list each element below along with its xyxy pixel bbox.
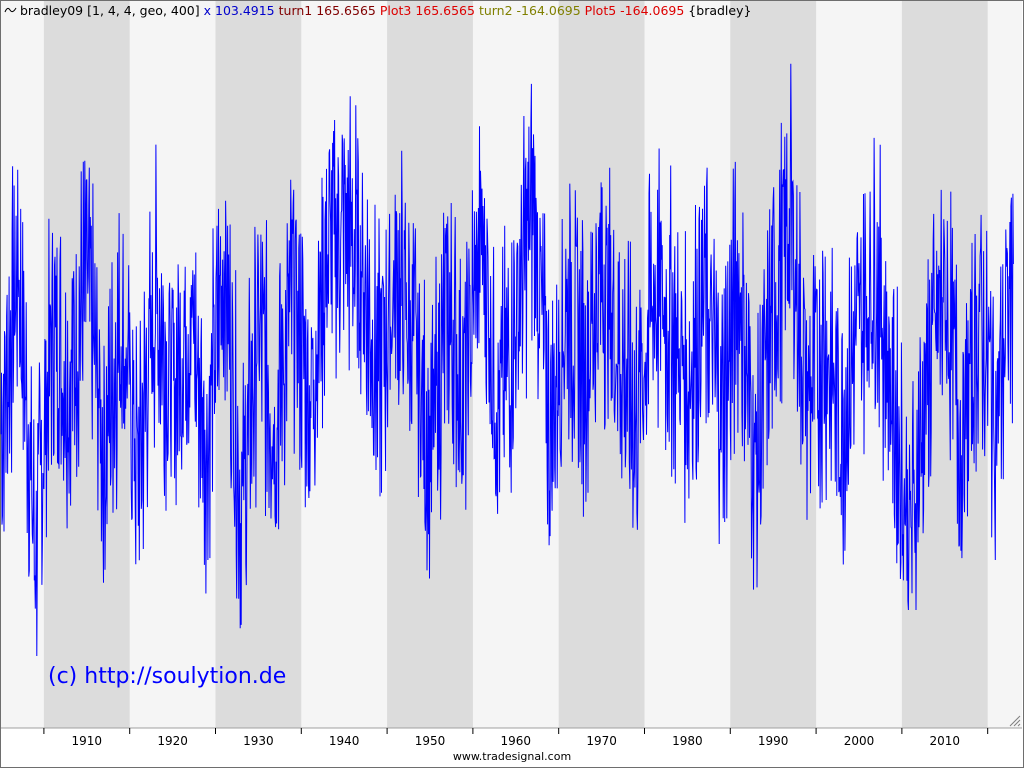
copyright-watermark: (c) http://soulytion.de [48, 664, 287, 689]
legend-item: Plot3 165.6565 [375, 3, 475, 18]
x-tick-label: 1980 [672, 734, 703, 748]
x-tick-label: 2000 [844, 734, 875, 748]
x-tick-label: 1920 [157, 734, 188, 748]
indicator-legend: bradley09 [1, 4, 4, geo, 400] x 103.4915… [4, 3, 751, 19]
legend-item: x 103.4915 [199, 3, 275, 18]
series-line-bradley [0, 63, 1014, 657]
x-tick-label: 1950 [415, 734, 446, 748]
x-tick-label: 2010 [930, 734, 961, 748]
footer-brand: www.tradesignal.com [452, 750, 572, 763]
x-tick-label: 1970 [586, 734, 617, 748]
resize-grip-icon[interactable] [1009, 715, 1021, 727]
x-tick-label: 1910 [72, 734, 103, 748]
legend-item: turn1 165.6565 [274, 3, 376, 18]
legend-item: bradley09 [1, 4, 4, geo, 400] [20, 3, 200, 18]
legend-item: Plot5 -164.0695 [580, 3, 685, 18]
x-tick-label: 1940 [329, 734, 360, 748]
x-tick-label: 1960 [501, 734, 532, 748]
x-tick-label: 1930 [243, 734, 274, 748]
legend-item: {bradley} [684, 3, 752, 18]
wave-icon [4, 7, 17, 13]
decade-band [215, 1, 302, 728]
legend-item: turn2 -164.0695 [474, 3, 581, 18]
x-tick-label: 1990 [758, 734, 789, 748]
